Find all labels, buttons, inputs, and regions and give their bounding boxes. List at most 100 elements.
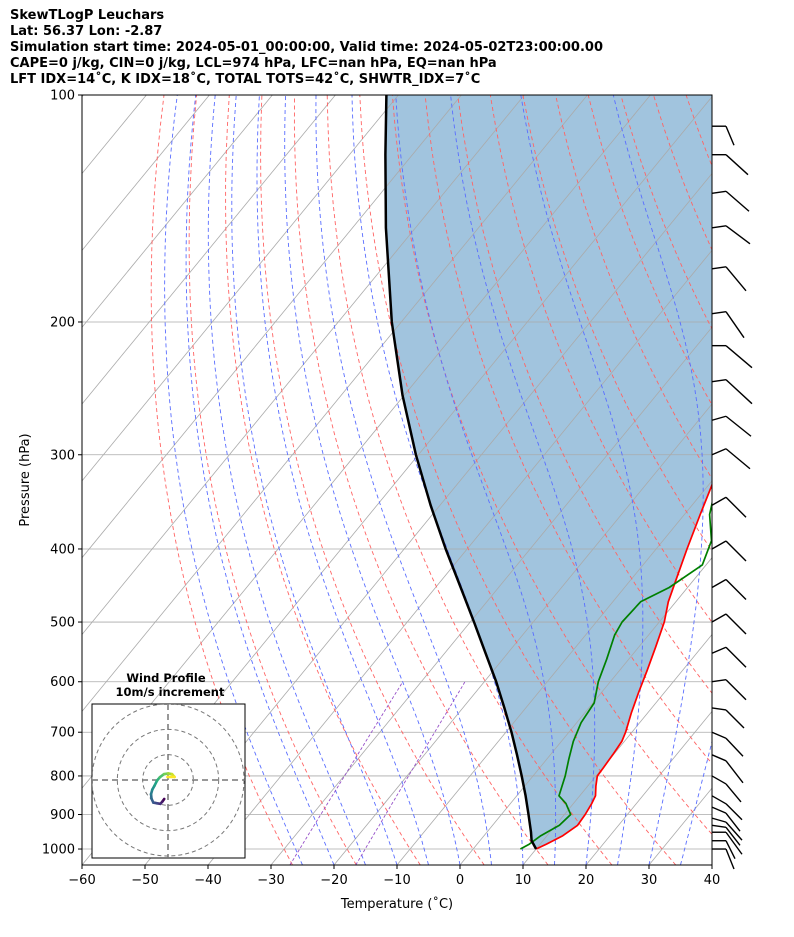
wind-barb-stem <box>711 415 727 421</box>
wind-barb-flag <box>725 225 751 245</box>
mixing-ratio-line <box>355 681 466 865</box>
x-tick-label: 0 <box>456 873 464 888</box>
wind-barb-stem <box>711 540 727 550</box>
wind-barb-flag <box>725 646 747 668</box>
isotherm <box>144 172 712 865</box>
wind-barb-stem <box>711 448 727 456</box>
x-tick-label: 30 <box>641 873 658 888</box>
wind-barb-stem <box>711 496 727 506</box>
wind-barb-stem <box>711 731 727 739</box>
title-indices: LFT IDX=14˚C, K IDX=18˚C, TOTAL TOTS=42˚… <box>10 72 481 87</box>
isotherm <box>333 403 712 865</box>
isotherm <box>270 326 712 865</box>
wind-barb-stem <box>711 806 727 814</box>
hodograph-title: Wind Profile <box>126 671 206 685</box>
moist-adiabat <box>351 95 524 865</box>
wind-barb <box>712 848 735 870</box>
wind-barb-stem <box>711 190 727 194</box>
y-axis-label: Pressure (hPa) <box>18 433 33 526</box>
moist-adiabat <box>711 863 712 865</box>
moist-adiabat <box>284 95 461 865</box>
moist-adiabat <box>231 95 398 865</box>
y-tick-label: 800 <box>50 769 75 784</box>
wind-barb-stem <box>711 578 727 589</box>
isotherm <box>82 95 588 712</box>
wind-barb <box>711 578 747 601</box>
x-tick-label: −60 <box>68 873 95 888</box>
wind-barb-flag <box>725 826 741 846</box>
isotherm <box>207 249 712 865</box>
wind-barb-stem <box>711 775 727 785</box>
wind-barb <box>712 125 735 146</box>
dry-adiabat <box>751 95 794 865</box>
wind-barb <box>711 646 747 668</box>
y-tick-label: 500 <box>50 616 75 631</box>
isotherm <box>585 710 712 865</box>
dry-adiabat <box>555 95 712 480</box>
isotherm <box>82 95 399 482</box>
wind-barb-flag <box>725 737 744 757</box>
moist-adiabat <box>612 95 704 865</box>
wind-barb <box>711 448 751 470</box>
moist-adiabat <box>315 95 492 865</box>
wind-barb <box>711 190 750 212</box>
wind-barb-flag <box>725 311 745 339</box>
wind-barb <box>712 344 753 369</box>
moist-adiabat <box>164 95 303 865</box>
mixing-ratio-line <box>289 681 404 865</box>
wind-barb-flag <box>725 345 753 369</box>
wind-barb <box>712 831 743 855</box>
wind-barb-flag <box>725 840 736 860</box>
wind-barb-flag <box>725 415 752 437</box>
wind-barb-stem <box>711 225 727 229</box>
wind-barb-flag <box>725 783 742 803</box>
wind-barb <box>711 496 747 518</box>
isotherm <box>82 95 336 405</box>
wind-barb-stem <box>711 754 727 762</box>
isotherm <box>82 95 210 251</box>
title-times: Simulation start time: 2024-05-01_00:00:… <box>10 40 603 55</box>
dry-adiabat <box>719 95 794 865</box>
wind-barb <box>711 795 743 821</box>
dry-adiabat <box>784 95 794 865</box>
isotherm <box>459 557 712 865</box>
y-tick-label: 300 <box>50 448 75 463</box>
dry-adiabat <box>188 95 357 865</box>
wind-barb-stem <box>711 824 727 828</box>
wind-barb-flag <box>725 831 743 855</box>
wind-barb-flag <box>725 760 744 784</box>
wind-barb-stem <box>711 707 727 711</box>
isotherm <box>522 633 712 865</box>
wind-barb-stem <box>711 679 727 683</box>
wind-barb-stem <box>711 646 727 654</box>
wind-barb <box>711 775 742 803</box>
wind-barb-flag <box>725 709 745 729</box>
dry-adiabat <box>293 95 549 865</box>
dewpoint-profile <box>519 499 712 850</box>
y-tick-label: 400 <box>50 542 75 557</box>
wind-barb-stem <box>711 795 727 805</box>
wind-barb-stem <box>711 817 727 823</box>
wind-barb <box>711 817 743 841</box>
wind-barb <box>712 840 736 860</box>
wind-barb <box>711 824 741 846</box>
x-tick-label: −10 <box>383 873 410 888</box>
wind-barb-flag <box>725 803 743 821</box>
x-tick-label: 10 <box>515 873 532 888</box>
y-tick-label: 600 <box>50 675 75 690</box>
y-tick-label: 1000 <box>42 843 75 858</box>
isotherm <box>711 864 712 865</box>
dry-adiabat <box>326 95 613 865</box>
wind-barb-flag <box>725 579 747 601</box>
wind-barb-flag <box>725 379 753 405</box>
hodograph-plot <box>92 704 245 858</box>
temperature-profile <box>535 482 712 850</box>
x-tick-label: −30 <box>257 873 284 888</box>
dry-adiabat <box>359 95 677 865</box>
y-tick-label: 900 <box>50 808 75 823</box>
x-tick-label: 40 <box>704 873 721 888</box>
wind-barb-flag <box>725 154 749 176</box>
x-tick-label: −40 <box>194 873 221 888</box>
wind-barb-stem <box>711 378 727 383</box>
